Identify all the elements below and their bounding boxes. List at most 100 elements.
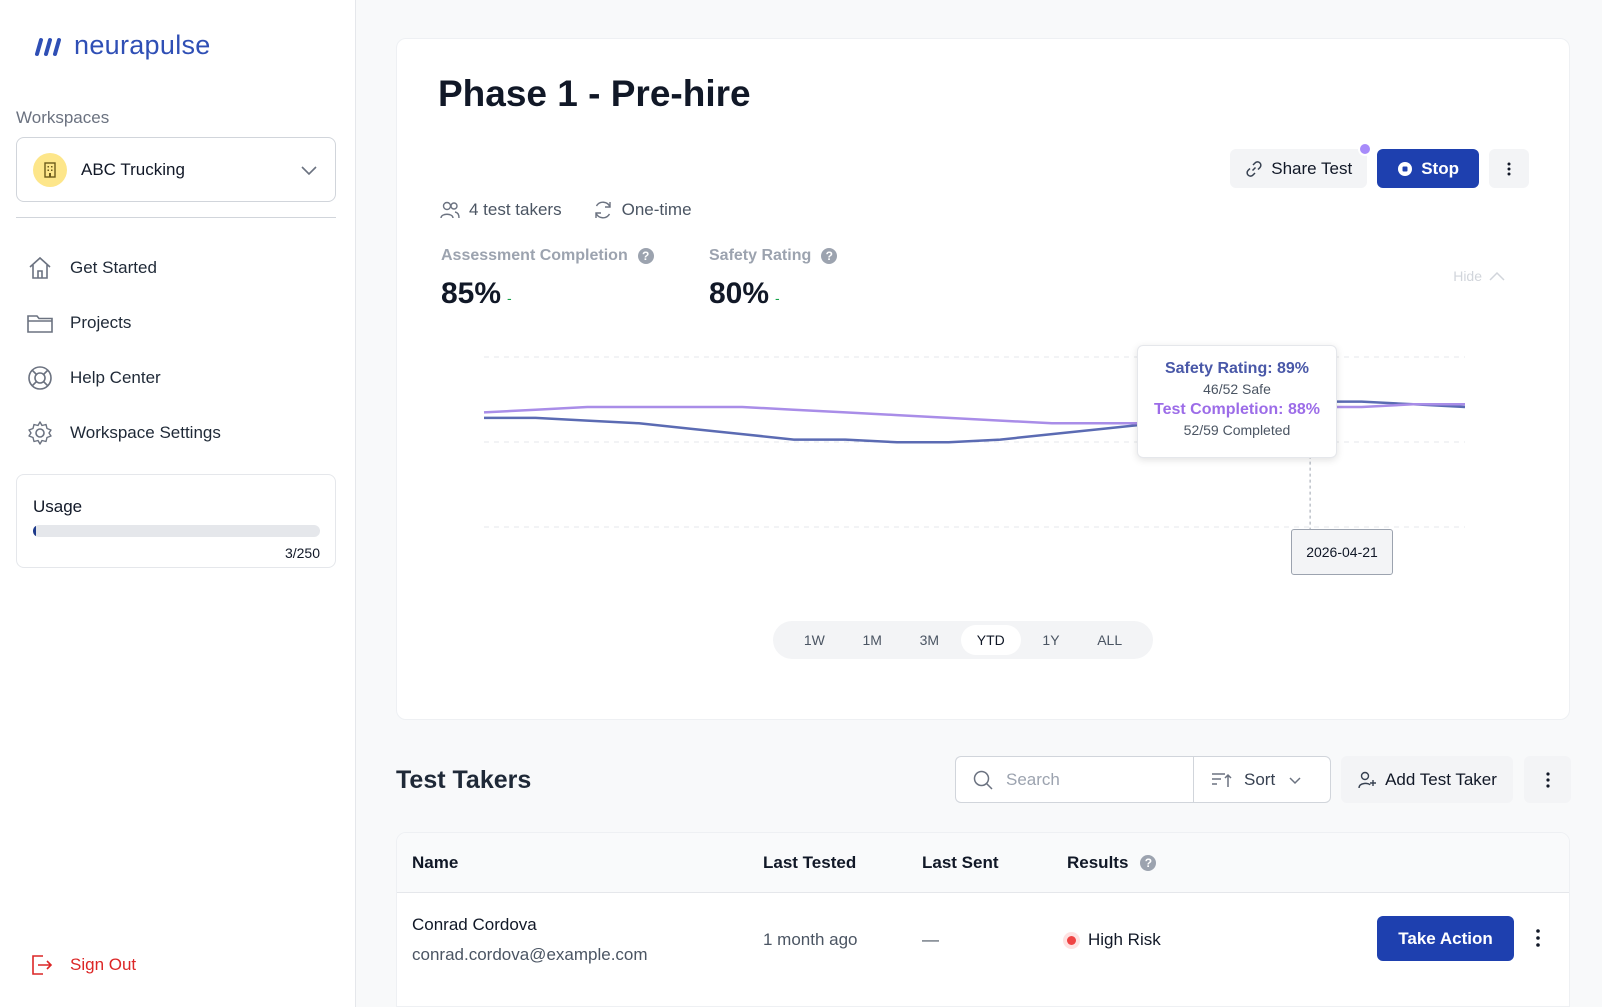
test-takers-table: Name Last Tested Last Sent Results ? Con… bbox=[396, 832, 1570, 1007]
users-icon bbox=[440, 201, 460, 219]
column-header-results-label: Results bbox=[1067, 853, 1129, 872]
search-icon bbox=[973, 770, 993, 790]
share-test-label: Share Test bbox=[1271, 158, 1353, 178]
metric-delta: - bbox=[507, 290, 512, 306]
test-overview-card: Phase 1 - Pre-hire 4 test takers One-tim… bbox=[396, 38, 1570, 720]
more-options-button[interactable] bbox=[1489, 149, 1529, 188]
table-header: Name Last Tested Last Sent Results ? bbox=[397, 833, 1569, 893]
metric-value: 85% - bbox=[441, 277, 654, 311]
sidebar-nav: Get Started Projects Help Center Workspa… bbox=[26, 240, 221, 460]
sidebar-item-help-center[interactable]: Help Center bbox=[26, 350, 221, 405]
metric-safety-rating: Safety Rating? 80% - bbox=[709, 247, 838, 311]
building-icon bbox=[33, 152, 67, 187]
metric-label: Safety Rating? bbox=[709, 247, 838, 265]
test-takers-more-button[interactable] bbox=[1524, 756, 1571, 803]
home-icon bbox=[29, 256, 51, 279]
range-3m[interactable]: 3M bbox=[919, 632, 940, 648]
metric-delta: - bbox=[775, 290, 780, 306]
high-risk-dot-icon bbox=[1067, 935, 1076, 945]
sidebar-item-label: Projects bbox=[70, 312, 132, 332]
brand-name: neurapulse bbox=[74, 30, 211, 60]
sort-dropdown[interactable]: Sort bbox=[1193, 756, 1331, 803]
link-icon bbox=[1246, 160, 1262, 177]
add-test-taker-button[interactable]: Add Test Taker bbox=[1341, 756, 1513, 803]
test-takers-label: 4 test takers bbox=[469, 200, 562, 219]
test-frequency: One-time bbox=[592, 199, 692, 221]
help-icon[interactable]: ? bbox=[1140, 855, 1157, 871]
sidebar-item-get-started[interactable]: Get Started bbox=[26, 240, 221, 295]
column-header-results[interactable]: Results ? bbox=[1067, 853, 1157, 873]
gear-icon bbox=[28, 420, 52, 445]
table-row[interactable]: Conrad Cordova conrad.cordova@example.co… bbox=[397, 893, 1569, 988]
test-actions: Share Test Stop bbox=[1230, 142, 1529, 188]
stop-button[interactable]: Stop bbox=[1377, 149, 1479, 188]
chart-tooltip: Safety Rating: 89% 46/52 Safe Test Compl… bbox=[1137, 345, 1337, 458]
lifebuoy-icon bbox=[28, 365, 52, 390]
taker-email: conrad.cordova@example.com bbox=[412, 945, 648, 964]
line-chart[interactable] bbox=[397, 39, 1571, 599]
column-header-last-tested[interactable]: Last Tested bbox=[763, 853, 857, 872]
sidebar-item-label: Help Center bbox=[70, 367, 161, 387]
tooltip-test-completion: Test Completion: 88% bbox=[1154, 401, 1320, 418]
add-test-taker-label: Add Test Taker bbox=[1385, 769, 1497, 789]
chart-date-label: 2026-04-21 bbox=[1291, 529, 1393, 575]
taker-last-sent: — bbox=[922, 930, 939, 949]
workspaces-label: Workspaces bbox=[16, 108, 110, 127]
taker-last-tested: 1 month ago bbox=[763, 930, 858, 949]
range-1w[interactable]: 1W bbox=[803, 632, 825, 648]
metric-value-text: 80% bbox=[709, 277, 770, 310]
sidebar-item-label: Workspace Settings bbox=[70, 422, 221, 442]
range-all[interactable]: ALL bbox=[1097, 632, 1123, 648]
refresh-icon bbox=[594, 201, 611, 219]
sidebar-item-projects[interactable]: Projects bbox=[26, 295, 221, 350]
kebab-menu-icon bbox=[1507, 162, 1511, 175]
metric-label: Assessment Completion? bbox=[441, 247, 654, 265]
range-1y[interactable]: 1Y bbox=[1042, 632, 1060, 648]
row-more-button[interactable] bbox=[1523, 923, 1553, 953]
frequency-label: One-time bbox=[621, 200, 692, 219]
take-action-button[interactable]: Take Action bbox=[1377, 916, 1514, 961]
workspace-selector[interactable]: ABC Trucking bbox=[16, 137, 336, 202]
share-test-button[interactable]: Share Test bbox=[1230, 142, 1373, 188]
chevron-down-icon bbox=[301, 165, 317, 175]
brand-logo[interactable]: neurapulse bbox=[34, 30, 211, 61]
notification-dot bbox=[1358, 142, 1373, 156]
search-input[interactable] bbox=[1006, 769, 1176, 790]
chevron-up-icon bbox=[1489, 271, 1505, 281]
sign-out-label: Sign Out bbox=[70, 955, 137, 974]
sort-icon bbox=[1212, 772, 1232, 787]
chevron-down-icon bbox=[1289, 776, 1301, 784]
hide-label: Hide bbox=[1453, 268, 1482, 284]
sidebar-item-workspace-settings[interactable]: Workspace Settings bbox=[26, 405, 221, 460]
taker-name: Conrad Cordova bbox=[412, 915, 537, 934]
metric-label-text: Safety Rating bbox=[709, 247, 812, 264]
sidebar-item-label: Get Started bbox=[70, 257, 157, 277]
sidebar-divider bbox=[16, 217, 336, 218]
usage-progress-fill bbox=[33, 525, 37, 537]
metric-value-text: 85% bbox=[441, 277, 502, 310]
hide-chart-toggle[interactable]: Hide bbox=[1453, 268, 1506, 284]
usage-progress-bar bbox=[33, 525, 320, 537]
test-takers-count: 4 test takers bbox=[439, 199, 562, 221]
kebab-menu-icon bbox=[1545, 771, 1550, 788]
metric-label-text: Assessment Completion bbox=[441, 247, 628, 264]
column-header-last-sent[interactable]: Last Sent bbox=[922, 853, 999, 872]
tooltip-safety-rating: Safety Rating: 89% bbox=[1164, 360, 1310, 377]
metric-value: 80% - bbox=[709, 277, 837, 311]
range-ytd[interactable]: YTD bbox=[960, 625, 1021, 655]
usage-card: Usage 3/250 bbox=[16, 474, 336, 568]
sidebar: neurapulse Workspaces ABC Trucking Get S… bbox=[0, 0, 356, 1007]
help-icon[interactable]: ? bbox=[821, 248, 838, 264]
column-header-name[interactable]: Name bbox=[412, 853, 459, 872]
tooltip-safety-sub: 46/52 Safe bbox=[1203, 381, 1271, 397]
result-label: High Risk bbox=[1088, 930, 1161, 949]
workspace-name: ABC Trucking bbox=[81, 159, 185, 179]
taker-result: High Risk bbox=[1067, 930, 1161, 950]
test-takers-title: Test Takers bbox=[396, 766, 532, 794]
sign-out-icon bbox=[32, 955, 53, 975]
sort-label: Sort bbox=[1244, 769, 1276, 789]
range-selector: 1W 1M 3M YTD 1Y ALL bbox=[773, 621, 1153, 659]
help-icon[interactable]: ? bbox=[637, 248, 654, 264]
sign-out-button[interactable]: Sign Out bbox=[28, 952, 136, 978]
range-1m[interactable]: 1M bbox=[862, 632, 882, 648]
